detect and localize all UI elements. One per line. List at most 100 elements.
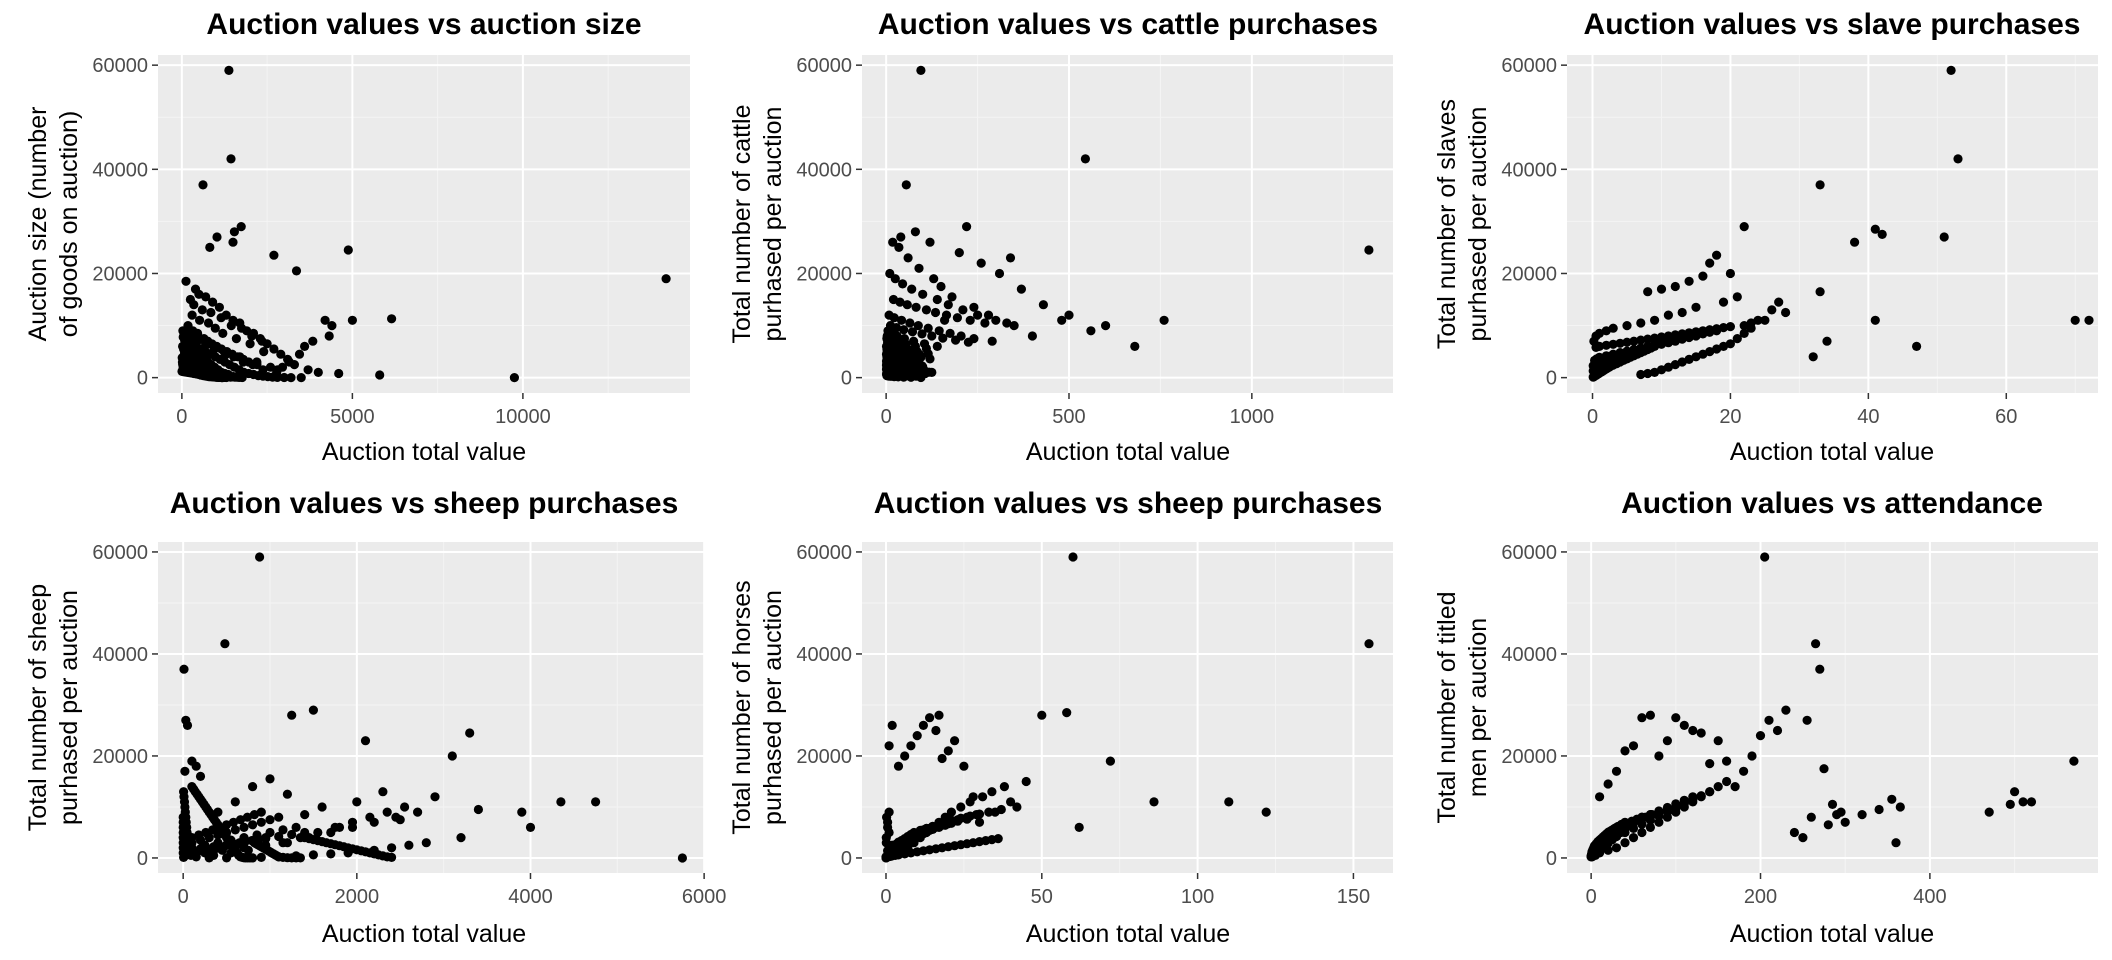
data-point (1722, 776, 1732, 787)
data-point (1086, 326, 1096, 336)
data-point (1870, 224, 1880, 234)
data-point (243, 845, 253, 855)
data-point (400, 802, 410, 812)
data-point (239, 822, 249, 833)
data-point (1057, 315, 1067, 325)
data-point (229, 227, 239, 237)
data-point (279, 372, 289, 383)
data-point (255, 552, 265, 562)
data-point (914, 263, 924, 273)
data-point (1781, 705, 1791, 715)
data-point (918, 289, 928, 299)
x-tick-label: 5000 (330, 406, 375, 428)
chart-title: Auction values vs slave purchases (1584, 8, 2081, 41)
data-point (205, 845, 215, 855)
data-point (456, 833, 466, 843)
data-point (1725, 339, 1735, 349)
data-point (902, 300, 912, 310)
data-point (256, 852, 266, 863)
data-point (925, 354, 935, 364)
data-point (1601, 326, 1611, 336)
data-point (1654, 751, 1664, 761)
data-point (1819, 764, 1829, 774)
data-point (220, 639, 230, 649)
chart-title: Auction values vs sheep purchases (874, 487, 1383, 520)
data-points (178, 552, 688, 863)
data-point (278, 825, 288, 835)
data-point (1645, 822, 1655, 833)
data-point (181, 715, 191, 725)
data-point (994, 268, 1005, 279)
data-point (228, 237, 238, 247)
x-axis-label: Auction total value (1026, 920, 1230, 948)
data-point (224, 65, 234, 75)
x-tick-label: 500 (1052, 406, 1085, 428)
data-point (1637, 713, 1647, 723)
data-point (201, 292, 211, 302)
data-point (1870, 315, 1880, 325)
data-point (1628, 833, 1639, 843)
x-tick-label: 60 (1995, 406, 2017, 428)
data-point (286, 373, 296, 383)
data-point (203, 318, 214, 328)
data-point (198, 846, 208, 856)
data-point (1671, 802, 1681, 812)
data-point (1713, 736, 1723, 746)
data-point (925, 237, 935, 247)
data-point (962, 814, 972, 824)
data-point (1698, 329, 1708, 339)
y-axis-label-line: purhased per auction (55, 590, 83, 825)
data-point (198, 180, 208, 190)
data-point (991, 315, 1001, 325)
data-point (1663, 338, 1673, 348)
data-point (265, 815, 275, 825)
data-point (214, 302, 224, 312)
data-point (1696, 791, 1706, 801)
data-point (313, 827, 323, 838)
data-point (226, 321, 236, 331)
data-point (907, 327, 918, 337)
data-point (1684, 276, 1694, 286)
data-point (1645, 710, 1655, 720)
data-point (180, 766, 190, 776)
data-point (447, 751, 457, 761)
y-axis-label-line: purhased per auction (759, 107, 787, 342)
data-point (661, 274, 671, 284)
x-tick-label: 10000 (495, 406, 551, 428)
data-point (1912, 341, 1922, 351)
data-point (1877, 229, 1887, 239)
data-point (221, 372, 231, 383)
data-point (1224, 797, 1234, 807)
data-point (1823, 820, 1833, 830)
data-point (2069, 756, 2079, 766)
data-point (1002, 318, 1012, 328)
data-point (343, 245, 353, 255)
data-point (197, 305, 207, 315)
y-tick-label: 40000 (1501, 644, 1557, 666)
data-point (330, 822, 340, 833)
data-point (256, 807, 266, 817)
x-tick-label: 0 (178, 886, 189, 908)
data-point (296, 373, 306, 383)
y-axis-label: Total number of slaves purhased per aucti… (1433, 99, 1492, 349)
data-point (1620, 838, 1630, 848)
y-tick-label: 20000 (796, 746, 852, 768)
data-point (252, 357, 262, 367)
data-point (210, 323, 220, 333)
data-point (947, 292, 957, 302)
data-point (294, 349, 305, 359)
data-point (1887, 794, 1897, 804)
data-point (473, 804, 483, 815)
data-point (1739, 766, 1749, 776)
data-point (1636, 369, 1646, 380)
data-point (931, 725, 941, 736)
data-point (248, 853, 258, 863)
data-point (1009, 321, 1019, 331)
data-point (916, 65, 926, 75)
data-point (1629, 336, 1639, 346)
data-point (430, 792, 440, 802)
data-point (974, 817, 985, 827)
data-point (327, 321, 337, 331)
y-tick-label: 20000 (92, 263, 148, 285)
data-point (903, 253, 913, 263)
